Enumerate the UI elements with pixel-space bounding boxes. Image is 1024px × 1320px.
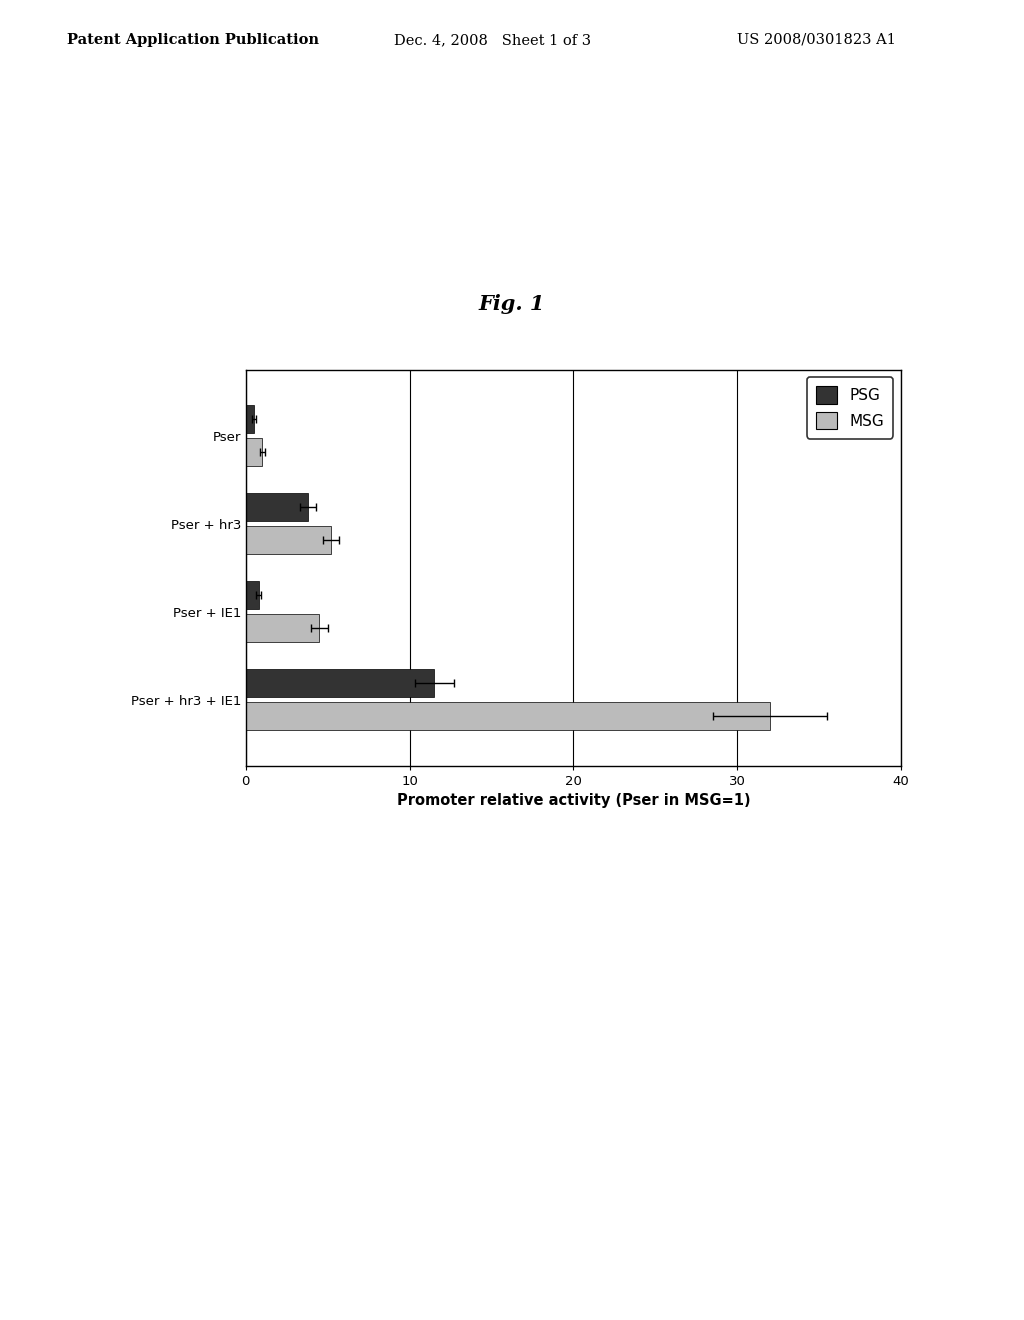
Bar [246, 438, 262, 466]
Bar [246, 581, 259, 609]
Text: Patent Application Publication: Patent Application Publication [67, 33, 318, 48]
Text: Dec. 4, 2008   Sheet 1 of 3: Dec. 4, 2008 Sheet 1 of 3 [394, 33, 592, 48]
Bar [246, 614, 319, 643]
Bar [246, 527, 331, 554]
Bar [246, 492, 308, 521]
Bar [246, 405, 254, 433]
X-axis label: Promoter relative activity (Pser in MSG=1): Promoter relative activity (Pser in MSG=… [396, 793, 751, 808]
Bar [246, 669, 434, 697]
Text: US 2008/0301823 A1: US 2008/0301823 A1 [737, 33, 896, 48]
Bar [246, 702, 770, 730]
Legend: PSG, MSG: PSG, MSG [807, 378, 894, 438]
Text: Fig. 1: Fig. 1 [479, 293, 545, 314]
